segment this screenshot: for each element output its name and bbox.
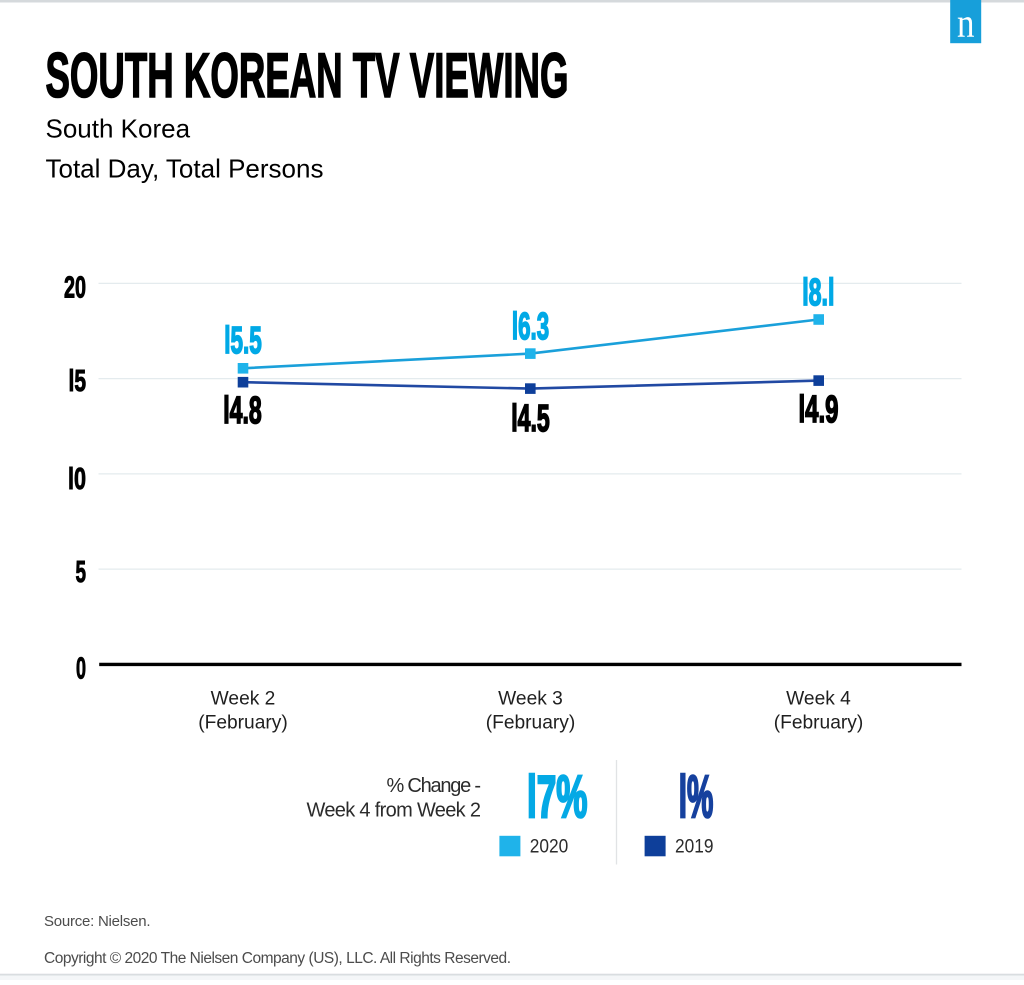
svg-text:l6.3: l6.3 bbox=[512, 306, 549, 348]
svg-text:Week 4: Week 4 bbox=[786, 689, 851, 710]
svg-text:% Change -: % Change - bbox=[387, 775, 482, 797]
svg-text:l%: l% bbox=[679, 763, 714, 830]
svg-text:l5: l5 bbox=[69, 363, 87, 398]
svg-text:l4.8: l4.8 bbox=[223, 390, 262, 432]
svg-text:l7%: l7% bbox=[527, 763, 588, 830]
svg-text:Week 4 from Week 2: Week 4 from Week 2 bbox=[307, 799, 482, 821]
svg-text:l4.9: l4.9 bbox=[799, 389, 839, 431]
svg-text:Total Day, Total Persons: Total Day, Total Persons bbox=[46, 154, 324, 184]
svg-text:Week 2: Week 2 bbox=[211, 689, 276, 710]
svg-text:l4.5: l4.5 bbox=[511, 398, 550, 440]
svg-text:l5.5: l5.5 bbox=[224, 320, 262, 362]
svg-text:l0: l0 bbox=[68, 461, 86, 496]
svg-text:0: 0 bbox=[76, 650, 86, 685]
svg-text:(February): (February) bbox=[486, 713, 576, 734]
svg-text:Week 3: Week 3 bbox=[498, 689, 563, 710]
svg-text:5: 5 bbox=[76, 554, 87, 589]
svg-text:(February): (February) bbox=[774, 713, 864, 734]
svg-text:Copyright © 2020 The Nielsen C: Copyright © 2020 The Nielsen Company (US… bbox=[44, 950, 511, 967]
svg-text:(February): (February) bbox=[198, 713, 288, 734]
svg-text:Source: Nielsen.: Source: Nielsen. bbox=[44, 913, 151, 930]
svg-text:South Korea: South Korea bbox=[46, 114, 191, 144]
svg-text:l8.l: l8.l bbox=[802, 272, 834, 314]
svg-text:SOUTH KOREAN TV VIEWING: SOUTH KOREAN TV VIEWING bbox=[46, 41, 569, 111]
svg-text:2020: 2020 bbox=[530, 836, 569, 858]
svg-text:n: n bbox=[957, 0, 975, 46]
svg-text:20: 20 bbox=[64, 270, 86, 305]
svg-text:2019: 2019 bbox=[675, 836, 714, 858]
